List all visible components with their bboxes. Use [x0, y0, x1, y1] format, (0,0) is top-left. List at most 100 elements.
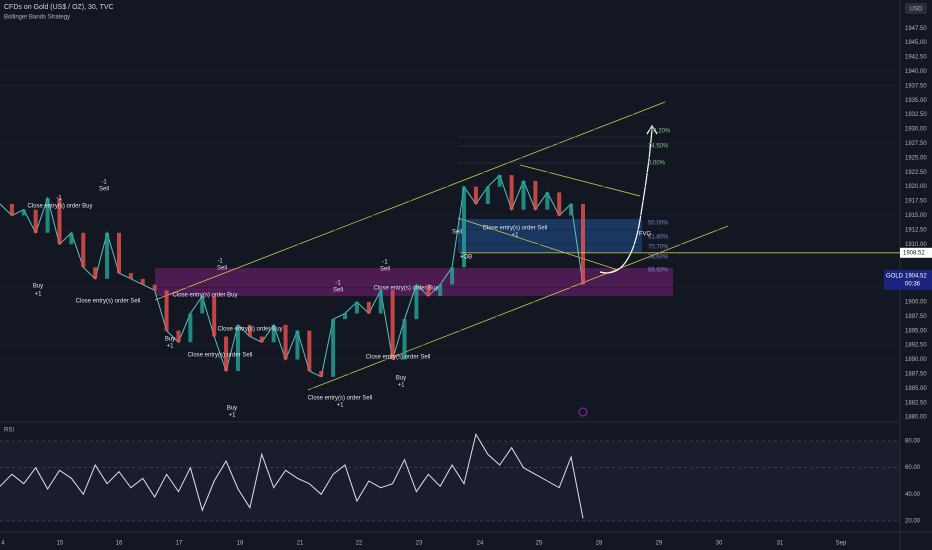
candle — [21, 209, 26, 216]
candle — [307, 330, 312, 372]
order-label: +OB — [460, 255, 472, 261]
candle — [438, 284, 443, 297]
price-tick-label: 1925.00 — [905, 155, 927, 161]
fib-label: 50.00% — [648, 221, 669, 227]
rsi-tick-label: 20.00 — [905, 519, 921, 525]
candle — [462, 186, 467, 268]
price-tick-label: 1915.00 — [905, 213, 927, 219]
fib-label: 61.80% — [648, 235, 669, 241]
order-label: Buy — [165, 337, 175, 343]
order-label: Close entry(s) order Buy — [373, 286, 438, 292]
candle — [188, 313, 193, 343]
rsi-title: RSI — [4, 428, 14, 434]
candle — [378, 290, 383, 314]
fib-label: 78.60% — [648, 255, 669, 261]
candle — [450, 267, 455, 285]
price-tick-label: 1930.00 — [905, 127, 927, 133]
candle — [331, 319, 336, 377]
countdown: 00:36 — [905, 281, 921, 287]
candle — [533, 180, 538, 210]
price-tick-label: 1885.00 — [905, 386, 927, 392]
time-label: 17 — [176, 541, 183, 547]
candle — [390, 290, 395, 360]
last-price-box — [884, 269, 932, 290]
candle — [366, 301, 371, 314]
currency[interactable]: USD — [910, 7, 923, 13]
price-tick-label: 1917.50 — [905, 199, 927, 205]
candle — [485, 186, 490, 204]
fib-label: 88.60% — [648, 268, 669, 274]
order-label: +1 — [398, 383, 406, 389]
candle — [319, 371, 324, 377]
time-label: 23 — [416, 541, 423, 547]
price-tick-label: 1935.00 — [905, 98, 927, 104]
fib-lines — [458, 136, 652, 164]
time-label: 22 — [356, 541, 363, 547]
order-label: Buy — [33, 284, 43, 290]
order-label: Sell — [333, 288, 343, 294]
candle — [93, 267, 98, 279]
rsi-tick-label: 80.00 — [905, 439, 921, 445]
price-tick-label: 1937.50 — [905, 83, 927, 89]
price-tick-label: 1945.00 — [905, 40, 927, 46]
currency-button[interactable] — [905, 3, 927, 14]
candle — [235, 324, 240, 372]
alert-icon — [578, 407, 588, 417]
candle — [45, 198, 50, 233]
price-tick-label: 1887.50 — [905, 371, 927, 377]
candle — [545, 192, 550, 210]
order-label: Close entry(s) order Buy — [27, 204, 92, 210]
order-label: +1 — [229, 413, 237, 419]
marker-price: 1908.52 — [903, 250, 925, 256]
price-tick-label: 1900.00 — [905, 299, 927, 305]
order-label: +1 — [512, 233, 520, 239]
candle — [402, 319, 407, 360]
last-symbol: GOLD — [886, 273, 904, 279]
candle — [140, 278, 145, 285]
candle — [414, 284, 419, 320]
candle — [128, 273, 133, 279]
order-label: Close entry(s) order Sell — [188, 353, 253, 359]
candle — [283, 324, 288, 360]
price-tick-label: 1940.00 — [905, 69, 927, 75]
order-label: Close entry(s) order Buy — [217, 327, 282, 333]
price-tick-label: 1927.50 — [905, 141, 927, 147]
order-label: +1 — [167, 344, 175, 350]
candle — [116, 232, 121, 274]
price-tick-label: 1892.50 — [905, 343, 927, 349]
time-label: 29 — [656, 541, 663, 547]
price-tick-label: 1895.00 — [905, 328, 927, 334]
price-tick-label: 1880.00 — [905, 415, 927, 421]
time-label: 18 — [237, 541, 244, 547]
price-tick-label: 1922.50 — [905, 170, 927, 176]
candle — [57, 198, 62, 245]
candle — [69, 232, 74, 245]
candle — [33, 209, 38, 233]
price-tick-label: 1897.50 — [905, 314, 927, 320]
order-label: FVG — [639, 232, 652, 238]
candle — [581, 203, 585, 285]
order-label: Close entry(s) order Sell — [483, 226, 548, 232]
projection-arrow — [599, 127, 653, 274]
time-label: 30 — [716, 541, 723, 547]
price-tick-label: 1910.00 — [905, 242, 927, 248]
inner-line — [457, 217, 619, 271]
time-label: 15 — [57, 541, 64, 547]
candle — [247, 324, 252, 337]
order-label: -1 — [217, 259, 223, 265]
order-label: Buy — [227, 406, 237, 412]
fib-label: 0.00% — [648, 161, 666, 167]
time-label: 25 — [536, 541, 543, 547]
price-tick-label: 1947.50 — [905, 26, 927, 32]
lower-channel — [307, 225, 729, 391]
time-label: 31 — [777, 541, 784, 547]
time-label: Sep — [836, 541, 847, 547]
rsi-tick-label: 40.00 — [905, 492, 921, 498]
order-label: Close entry(s) order Sell — [366, 355, 431, 361]
inner-line — [519, 164, 641, 197]
symbol-title: CFDs on Gold (US$ / OZ), 30, TVC — [4, 4, 114, 11]
candle — [81, 232, 86, 268]
candle — [354, 301, 359, 314]
